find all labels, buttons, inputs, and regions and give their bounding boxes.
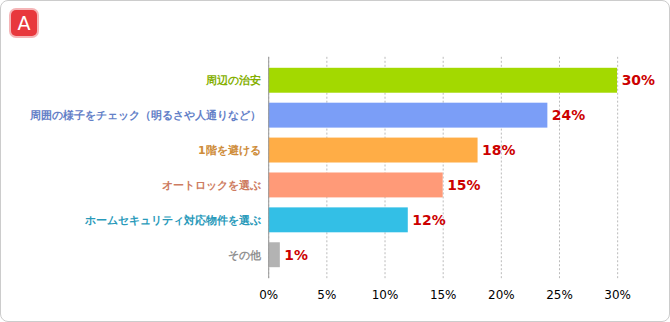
svg-text:1階を避ける: 1階を避ける bbox=[198, 144, 261, 157]
svg-text:15%: 15% bbox=[447, 177, 480, 193]
svg-text:24%: 24% bbox=[552, 107, 585, 123]
svg-text:1%: 1% bbox=[284, 247, 308, 263]
svg-text:30%: 30% bbox=[604, 288, 631, 302]
svg-text:10%: 10% bbox=[372, 288, 399, 302]
svg-text:オートロックを選ぶ: オートロックを選ぶ bbox=[162, 179, 261, 192]
svg-text:25%: 25% bbox=[546, 288, 573, 302]
svg-text:周囲の様子をチェック（明るさや人通りなど）: 周囲の様子をチェック（明るさや人通りなど） bbox=[29, 109, 261, 122]
svg-text:15%: 15% bbox=[430, 288, 457, 302]
svg-text:30%: 30% bbox=[622, 72, 655, 88]
svg-text:12%: 12% bbox=[412, 212, 445, 228]
svg-text:18%: 18% bbox=[482, 142, 515, 158]
svg-text:その他: その他 bbox=[228, 249, 262, 262]
svg-text:周辺の治安: 周辺の治安 bbox=[205, 74, 261, 87]
svg-text:5%: 5% bbox=[317, 288, 336, 302]
svg-text:0%: 0% bbox=[259, 288, 278, 302]
html-text:A: A bbox=[17, 12, 31, 34]
svg-text:ホームセキュリティ対応物件を選ぶ: ホームセキュリティ対応物件を選ぶ bbox=[84, 214, 261, 227]
svg-text:20%: 20% bbox=[488, 288, 515, 302]
